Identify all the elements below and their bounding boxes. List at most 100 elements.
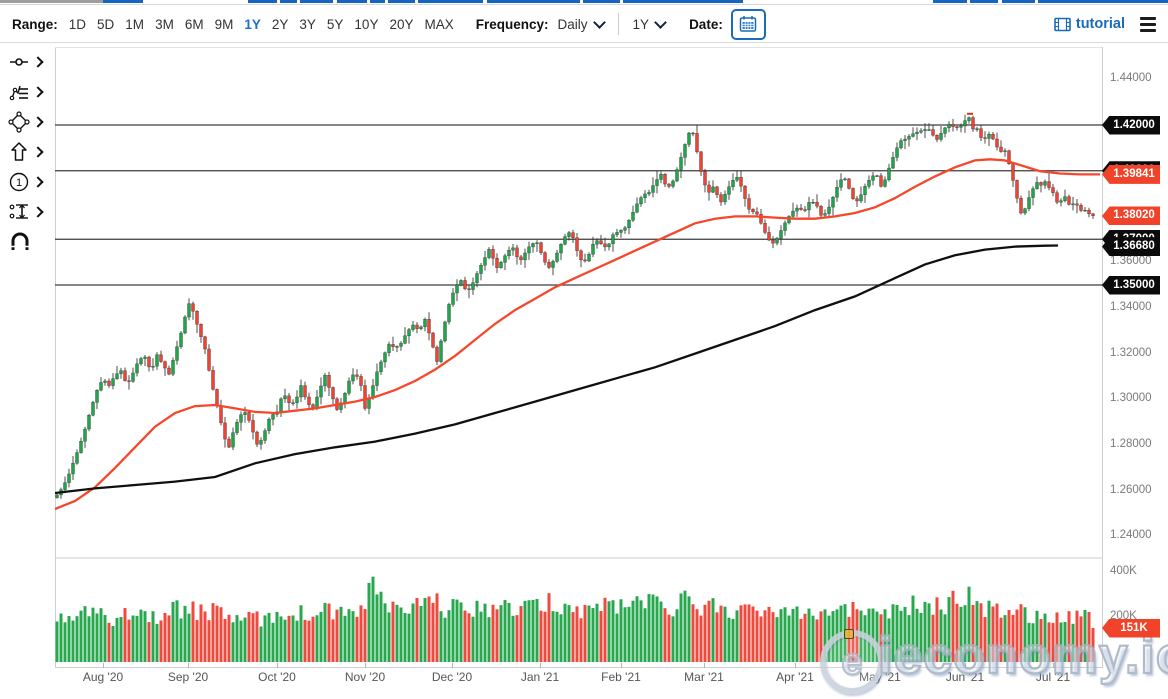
- range-option-3m[interactable]: 3M: [155, 16, 174, 32]
- volume-bar: [839, 605, 843, 662]
- range-option-2y[interactable]: 2Y: [271, 16, 289, 32]
- candle-body: [159, 354, 163, 362]
- volume-bar: [487, 617, 491, 662]
- measure-tool-button[interactable]: [0, 197, 53, 227]
- x-axis-label: Dec '20: [431, 670, 473, 684]
- candle-body: [135, 363, 139, 374]
- candle-body: [615, 232, 619, 235]
- candle-body: [599, 240, 603, 245]
- volume-bar: [307, 620, 311, 662]
- tutorial-link[interactable]: tutorial: [1054, 16, 1125, 32]
- candle-body: [487, 249, 491, 258]
- volume-bar: [155, 623, 159, 662]
- candle-body: [391, 344, 395, 347]
- candle-body: [203, 336, 207, 350]
- volume-bar: [879, 614, 883, 662]
- range-option-max[interactable]: MAX: [424, 16, 454, 32]
- cutoff-ui-fragment: [337, 0, 367, 3]
- candle-body: [995, 138, 999, 148]
- candle-body: [795, 207, 799, 212]
- range-option-1y-selected[interactable]: 1Y: [244, 16, 261, 32]
- candle-body: [191, 303, 195, 312]
- volume-bar: [359, 605, 363, 662]
- volume-bar: [587, 605, 591, 662]
- candle-body: [131, 372, 135, 382]
- arrow-annotation-tool-button[interactable]: [0, 137, 53, 167]
- candle-body: [859, 194, 863, 202]
- range-option-1m[interactable]: 1M: [125, 16, 145, 32]
- range-option-1d[interactable]: 1D: [68, 16, 87, 32]
- volume-bar: [739, 605, 743, 662]
- volume-bar: [423, 597, 427, 662]
- volume-bar: [659, 601, 663, 662]
- candle-body: [535, 242, 539, 244]
- x-axis-tick: [1053, 663, 1054, 668]
- shapes-tool-button[interactable]: [0, 107, 53, 137]
- range-option-9m[interactable]: 9M: [214, 16, 234, 32]
- candle-body: [531, 243, 535, 248]
- cutoff-ui-fragment: [280, 0, 297, 3]
- candle-body: [527, 246, 531, 254]
- date-picker-button[interactable]: [730, 8, 766, 40]
- volume-bar: [639, 600, 643, 662]
- candle-body: [735, 177, 739, 181]
- volume-bar: [599, 611, 603, 662]
- volume-bar: [403, 613, 407, 662]
- volume-bar: [915, 608, 919, 662]
- range-option-6m[interactable]: 6M: [184, 16, 204, 32]
- x-axis-tick: [103, 663, 104, 668]
- volume-bar: [451, 599, 455, 662]
- candle-body: [831, 197, 835, 208]
- volume-bar: [131, 615, 135, 662]
- menu-hamburger-icon[interactable]: [1140, 16, 1156, 32]
- volume-bar: [855, 609, 859, 662]
- candle-body: [195, 311, 199, 325]
- volume-bar: [1031, 623, 1035, 662]
- range-option-5y[interactable]: 5Y: [326, 16, 344, 32]
- range-label: Range:: [12, 16, 58, 32]
- volume-bar: [175, 600, 179, 662]
- volume-bar: [579, 618, 583, 662]
- candle-body: [411, 324, 415, 330]
- candle-body: [107, 380, 111, 386]
- expand-chevron-icon[interactable]: [32, 206, 44, 218]
- expand-chevron-icon[interactable]: [32, 176, 44, 188]
- candle-body: [887, 167, 891, 181]
- expand-chevron-icon[interactable]: [32, 86, 44, 98]
- expand-chevron-icon[interactable]: [32, 146, 44, 158]
- candle-body: [143, 356, 147, 359]
- price-chart-canvas[interactable]: [55, 47, 1103, 668]
- period-dropdown[interactable]: 1Y: [633, 15, 667, 32]
- number-annotation-tool-button[interactable]: 1: [0, 167, 53, 197]
- volume-bar: [119, 616, 123, 662]
- range-option-10y[interactable]: 10Y: [354, 16, 379, 32]
- volume-bar: [203, 611, 207, 662]
- candle-body: [267, 419, 271, 431]
- volume-bar: [643, 608, 647, 662]
- range-option-3y[interactable]: 3Y: [299, 16, 316, 32]
- expand-chevron-icon[interactable]: [32, 56, 44, 68]
- candle-body: [679, 157, 683, 170]
- volume-bar: [195, 620, 199, 662]
- frequency-dropdown[interactable]: Daily: [558, 15, 606, 32]
- candle-body: [427, 319, 431, 334]
- indicator-list-tool-button[interactable]: [0, 77, 53, 107]
- candle-body: [239, 414, 243, 423]
- volume-bar: [115, 617, 119, 662]
- range-option-20y[interactable]: 20Y: [389, 16, 414, 32]
- candle-body: [63, 482, 67, 490]
- expand-chevron-icon[interactable]: [32, 116, 44, 128]
- candle-body: [835, 187, 839, 198]
- volume-bar: [867, 608, 871, 662]
- candle-body: [455, 284, 459, 294]
- candle-body: [751, 209, 755, 213]
- magnet-snap-tool-button[interactable]: [0, 227, 53, 257]
- candle-body: [283, 395, 287, 400]
- cutoff-ui-fragment: [1002, 0, 1035, 3]
- range-option-5d[interactable]: 5D: [97, 16, 115, 32]
- candle-body: [503, 255, 507, 263]
- trendline-tool-button[interactable]: [0, 47, 53, 77]
- candle-body: [767, 232, 771, 241]
- volume-bar: [759, 616, 763, 662]
- volume-bar: [511, 615, 515, 662]
